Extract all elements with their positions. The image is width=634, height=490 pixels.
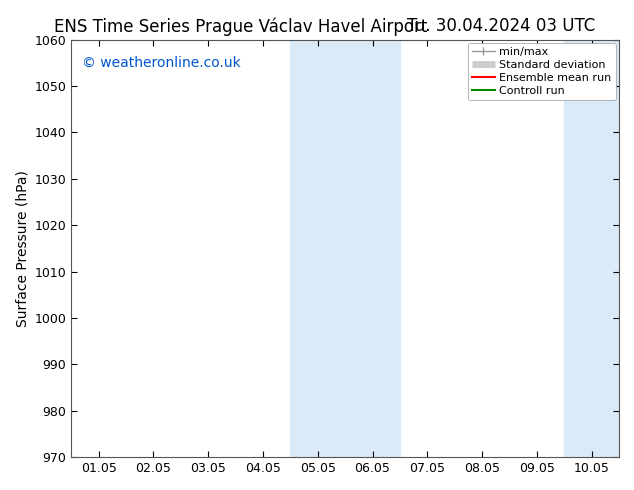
Text: © weatheronline.co.uk: © weatheronline.co.uk [82,56,241,70]
Legend: min/max, Standard deviation, Ensemble mean run, Controll run: min/max, Standard deviation, Ensemble me… [468,43,616,100]
Y-axis label: Surface Pressure (hPa): Surface Pressure (hPa) [15,170,29,327]
Text: Tu. 30.04.2024 03 UTC: Tu. 30.04.2024 03 UTC [407,17,595,35]
Text: ENS Time Series Prague Václav Havel Airport: ENS Time Series Prague Václav Havel Airp… [55,17,427,36]
Bar [290,40,400,457]
Bar [564,40,619,457]
